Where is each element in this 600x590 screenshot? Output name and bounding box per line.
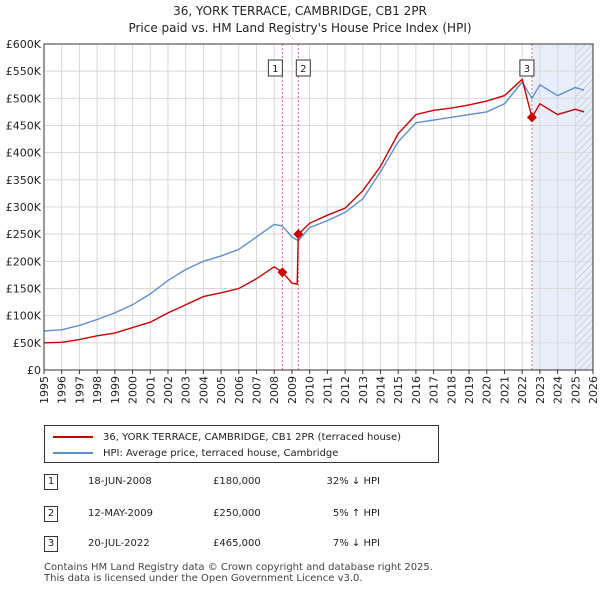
sale-point: [526, 112, 537, 123]
y-tick-label: £500K: [6, 92, 42, 105]
x-tick-label: 2017: [428, 376, 441, 404]
y-tick-label: £450K: [6, 120, 42, 133]
hpi-line: [43, 80, 585, 332]
x-tick-label: 1999: [109, 376, 122, 404]
footer: Contains HM Land Registry data © Crown c…: [44, 562, 433, 584]
transaction-price: £250,000: [213, 508, 261, 519]
sale-label-box: [519, 59, 535, 77]
y-tick-label: £550K: [6, 65, 42, 78]
y-tick-label: £400K: [6, 147, 42, 160]
transaction-row: 2 12-MAY-2009 £250,000 5% ↑ HPI: [0, 506, 600, 526]
transaction-number: 3: [44, 536, 58, 552]
x-tick-label: 2021: [498, 376, 511, 404]
x-tick-label: 1998: [91, 376, 104, 404]
x-tick-label: 2006: [233, 376, 246, 404]
footer-copyright: Contains HM Land Registry data © Crown c…: [44, 562, 433, 573]
x-tick-label: 2014: [374, 376, 387, 404]
x-tick-label: 2008: [268, 376, 281, 404]
chart-title: 36, YORK TERRACE, CAMBRIDGE, CB1 2PR: [173, 4, 427, 18]
sale-label: 1: [272, 64, 278, 75]
y-tick-label: £600K: [6, 38, 42, 51]
x-tick-label: 2003: [180, 376, 193, 404]
y-tick-label: £350K: [6, 174, 42, 187]
x-tick-label: 1995: [38, 376, 51, 404]
sale-label: 3: [524, 64, 530, 75]
plot-frame: [43, 43, 594, 371]
x-tick-label: 2019: [463, 376, 476, 404]
x-tick-label: 2020: [481, 376, 494, 404]
x-tick-label: 2018: [445, 376, 458, 404]
chart-subtitle: Price paid vs. HM Land Registry's House …: [128, 21, 472, 35]
legend-item-property: 36, YORK TERRACE, CAMBRIDGE, CB1 2PR (te…: [53, 429, 401, 445]
x-tick-label: 2007: [251, 376, 264, 404]
legend-swatch-property: [53, 436, 93, 438]
transaction-date: 18-JUN-2008: [88, 476, 152, 487]
x-tick-label: 2011: [321, 376, 334, 404]
y-tick-label: £0: [27, 364, 41, 377]
legend-item-hpi: HPI: Average price, terraced house, Camb…: [53, 445, 338, 461]
x-tick-label: 2001: [144, 376, 157, 404]
y-tick-label: £100K: [6, 310, 42, 323]
transaction-row: 1 18-JUN-2008 £180,000 32% ↓ HPI: [0, 474, 600, 494]
x-tick-label: 2009: [286, 376, 299, 404]
x-tick-label: 2024: [552, 376, 565, 404]
transaction-date: 20-JUL-2022: [88, 538, 150, 549]
x-tick-label: 2025: [569, 376, 582, 404]
x-tick-label: 2005: [215, 376, 228, 404]
chart-plot: 1 2 3 £0 £50K £100K £150K £200K £250K £300K £350K…: [6, 38, 600, 404]
transaction-hpi-diff: 5% ↑ HPI: [332, 508, 380, 519]
y-tick-label: £250K: [6, 228, 42, 241]
x-tick-label: 2002: [162, 376, 175, 404]
x-tick-label: 2016: [410, 376, 423, 404]
transaction-hpi-diff: 32% ↓ HPI: [326, 476, 380, 487]
sale-label-box: [267, 59, 283, 77]
sale-point: [293, 229, 304, 240]
legend-label-hpi: HPI: Average price, terraced house, Camb…: [103, 447, 339, 459]
x-tick-label: 2012: [339, 376, 352, 404]
property-price-line: [43, 77, 585, 344]
transaction-price: £180,000: [213, 476, 261, 487]
x-tick-label: 2026: [587, 376, 600, 404]
y-tick-label: £150K: [6, 283, 42, 296]
x-tick-label: 2022: [516, 376, 529, 404]
legend: 36, YORK TERRACE, CAMBRIDGE, CB1 2PR (te…: [44, 425, 439, 463]
legend-label-property: 36, YORK TERRACE, CAMBRIDGE, CB1 2PR (te…: [103, 431, 402, 443]
sale-point: [277, 267, 288, 278]
x-tick-label: 2010: [304, 376, 317, 404]
x-tick-label: 2013: [357, 376, 370, 404]
transaction-hpi-diff: 7% ↓ HPI: [332, 538, 380, 549]
sale-label: 2: [300, 64, 306, 75]
transaction-date: 12-MAY-2009: [88, 508, 154, 519]
transaction-number: 2: [44, 506, 58, 522]
y-tick-label: £200K: [6, 255, 42, 268]
x-tick-label: 2000: [127, 376, 140, 404]
x-tick-label: 1997: [73, 376, 86, 404]
transaction-row: 3 20-JUL-2022 £465,000 7% ↓ HPI: [0, 536, 600, 556]
x-tick-label: 1996: [56, 376, 69, 404]
footer-licence: This data is licensed under the Open Gov…: [44, 573, 363, 584]
y-tick-label: £300K: [6, 201, 42, 214]
sale-label-box: [295, 59, 311, 77]
x-tick-label: 2004: [197, 376, 210, 404]
x-tick-label: 2023: [534, 376, 547, 404]
transaction-number: 1: [44, 474, 58, 490]
legend-swatch-hpi: [53, 452, 93, 454]
x-tick-label: 2015: [392, 376, 405, 404]
transaction-price: £465,000: [213, 538, 261, 549]
y-tick-label: £50K: [13, 337, 42, 350]
